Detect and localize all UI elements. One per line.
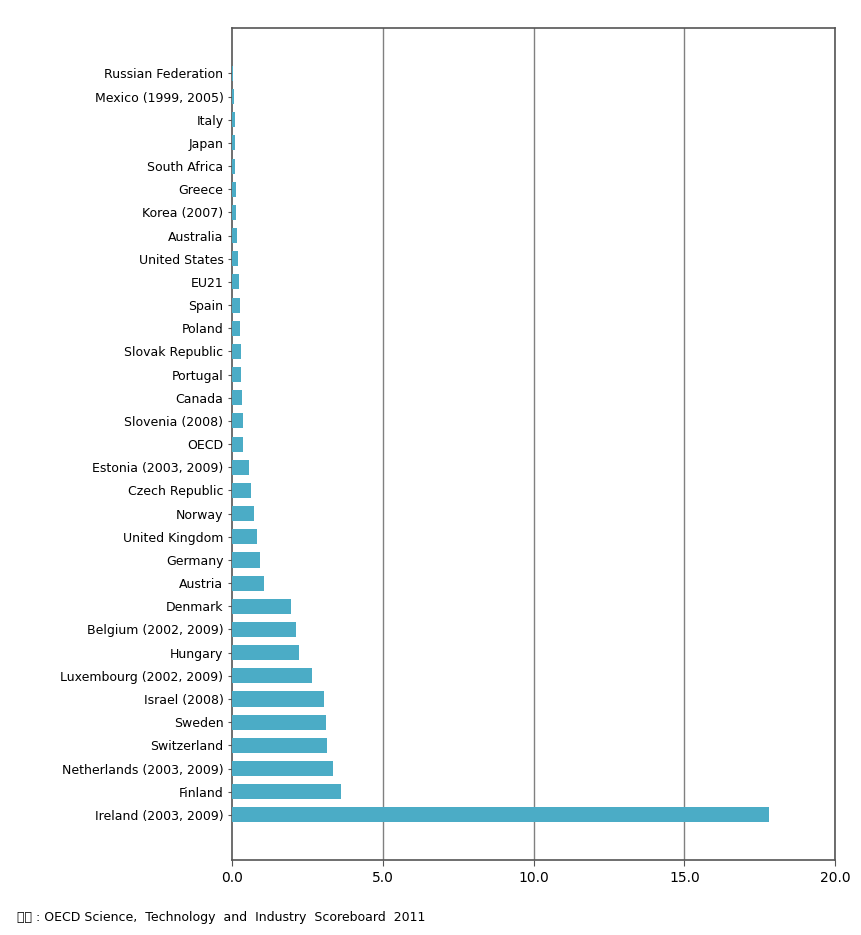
Bar bbox=[232, 460, 249, 475]
Bar bbox=[232, 228, 238, 243]
Bar bbox=[232, 483, 251, 498]
Bar bbox=[232, 506, 253, 521]
Bar bbox=[232, 576, 264, 591]
Bar bbox=[232, 553, 260, 568]
Bar bbox=[232, 321, 240, 336]
Bar bbox=[232, 598, 291, 614]
Bar bbox=[232, 252, 238, 266]
Bar bbox=[232, 529, 257, 544]
Bar bbox=[232, 205, 237, 220]
Bar bbox=[232, 807, 769, 823]
Bar bbox=[232, 413, 243, 428]
Text: 출싸 : OECD Science,  Technology  and  Industry  Scoreboard  2011: 출싸 : OECD Science, Technology and Indust… bbox=[17, 911, 425, 924]
Bar bbox=[232, 784, 341, 799]
Bar bbox=[232, 297, 239, 312]
Bar bbox=[232, 692, 325, 707]
Bar bbox=[232, 437, 244, 452]
Bar bbox=[232, 738, 327, 753]
Bar bbox=[232, 645, 299, 660]
Bar bbox=[232, 669, 313, 683]
Bar bbox=[232, 622, 296, 637]
Bar bbox=[232, 89, 234, 104]
Bar bbox=[232, 274, 239, 290]
Bar bbox=[232, 367, 241, 382]
Bar bbox=[232, 181, 236, 196]
Bar bbox=[232, 390, 242, 405]
Bar bbox=[232, 136, 236, 151]
Bar bbox=[232, 112, 235, 127]
Bar bbox=[232, 714, 325, 729]
Bar bbox=[232, 159, 236, 174]
Bar bbox=[232, 344, 241, 359]
Bar bbox=[232, 761, 333, 776]
